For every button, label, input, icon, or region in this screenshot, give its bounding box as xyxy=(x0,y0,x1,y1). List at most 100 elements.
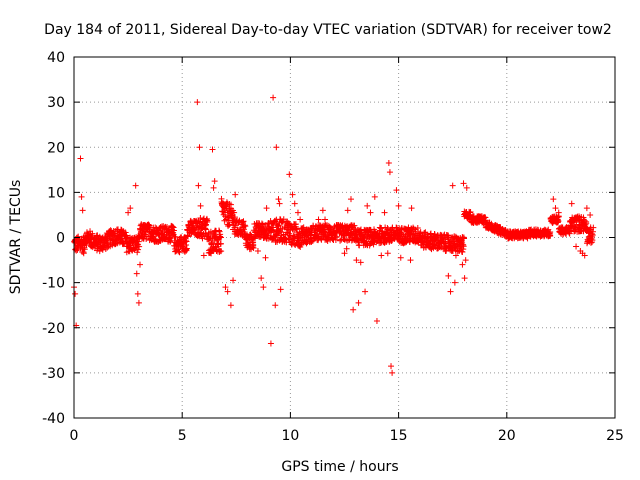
band-point xyxy=(275,222,282,229)
axis-ticks: 0 5 10 15 20 25 -40 -30 -20 -10 0 10 20 30 40 xyxy=(42,50,624,444)
band-point xyxy=(547,232,554,239)
outlier-point xyxy=(371,193,378,200)
band-point xyxy=(414,224,421,231)
band-point xyxy=(293,226,300,233)
band-point xyxy=(81,246,88,253)
outlier-point xyxy=(132,182,139,189)
outlier-point xyxy=(258,275,265,282)
band-point xyxy=(313,231,320,238)
outlier-point xyxy=(587,211,594,218)
y-tick-label: 40 xyxy=(47,50,65,66)
outlier-point xyxy=(79,207,86,214)
data-points xyxy=(71,94,597,376)
outlier-point xyxy=(367,209,374,216)
y-tick-label: -20 xyxy=(42,321,65,337)
x-tick-label: 0 xyxy=(70,428,79,444)
outlier-point xyxy=(209,146,216,153)
band-point xyxy=(242,223,249,230)
band-point xyxy=(183,238,190,245)
outlier-point xyxy=(315,216,322,223)
outlier-point xyxy=(254,248,261,255)
outlier-point xyxy=(408,205,415,212)
outlier-point xyxy=(341,250,348,257)
band-point xyxy=(438,244,445,251)
band-point xyxy=(467,209,474,216)
band-point xyxy=(351,222,358,229)
band-point xyxy=(300,224,307,231)
band-point xyxy=(167,238,174,245)
outlier-point xyxy=(77,155,84,162)
band-point xyxy=(202,225,209,232)
band-point xyxy=(225,222,232,229)
band-point xyxy=(407,232,414,239)
outlier-point xyxy=(344,207,351,214)
outlier-point xyxy=(211,178,218,185)
band-point xyxy=(589,232,596,239)
band-point xyxy=(217,234,224,241)
band-point xyxy=(227,201,234,208)
band-point xyxy=(250,244,257,251)
outlier-point xyxy=(362,288,369,295)
x-tick-label: 10 xyxy=(281,428,299,444)
band-point xyxy=(122,229,129,236)
band-point xyxy=(176,249,183,256)
band-point xyxy=(583,225,590,232)
outlier-point xyxy=(461,275,468,282)
outlier-point xyxy=(550,196,557,203)
outlier-point xyxy=(385,160,392,167)
band-point xyxy=(212,244,219,251)
outlier-point xyxy=(384,250,391,257)
outlier-point xyxy=(133,270,140,277)
band-point xyxy=(292,221,299,228)
outlier-point xyxy=(195,182,202,189)
band-point xyxy=(219,200,226,207)
outlier-point xyxy=(286,171,293,178)
outlier-point xyxy=(350,306,357,313)
outlier-point xyxy=(210,184,217,191)
band-point xyxy=(202,226,209,233)
band-point xyxy=(208,240,215,247)
band-point xyxy=(282,235,289,242)
y-tick-label: 0 xyxy=(56,231,65,247)
outlier-point xyxy=(270,94,277,101)
band-point xyxy=(146,222,153,229)
band-point xyxy=(241,222,248,229)
outlier-point xyxy=(381,209,388,216)
band-point xyxy=(272,217,279,224)
band-point xyxy=(583,220,590,227)
outlier-point xyxy=(355,299,362,306)
outlier-point xyxy=(555,209,562,216)
outlier-point xyxy=(378,252,385,259)
outlier-point xyxy=(72,290,79,297)
band-point xyxy=(251,228,258,235)
outlier-point xyxy=(272,302,279,309)
band-point xyxy=(424,234,431,241)
outlier-point xyxy=(395,202,402,209)
band-point xyxy=(435,244,442,251)
y-tick-label: -30 xyxy=(42,366,65,382)
outlier-point xyxy=(581,252,588,259)
outlier-point xyxy=(459,261,466,268)
band-point xyxy=(290,232,297,239)
band-point xyxy=(216,227,223,234)
y-tick-label: 30 xyxy=(47,95,65,111)
outlier-point xyxy=(224,288,231,295)
outlier-point xyxy=(80,250,87,257)
outlier-point xyxy=(263,205,270,212)
outlier-point xyxy=(407,257,414,264)
outlier-point xyxy=(267,340,274,347)
band-point xyxy=(299,225,306,232)
band-point xyxy=(226,221,233,228)
outlier-point xyxy=(200,252,207,259)
band-point xyxy=(89,230,96,237)
band-point xyxy=(183,245,190,252)
outlier-point xyxy=(389,369,396,376)
band-point xyxy=(107,227,114,234)
band-point xyxy=(204,218,211,225)
outlier-point xyxy=(227,302,234,309)
outlier-point xyxy=(291,200,298,207)
outlier-point xyxy=(568,200,575,207)
outlier-point xyxy=(127,205,134,212)
chart-title: Day 184 of 2011, Sidereal Day-to-day VTE… xyxy=(44,22,612,38)
outlier-point xyxy=(319,207,326,214)
